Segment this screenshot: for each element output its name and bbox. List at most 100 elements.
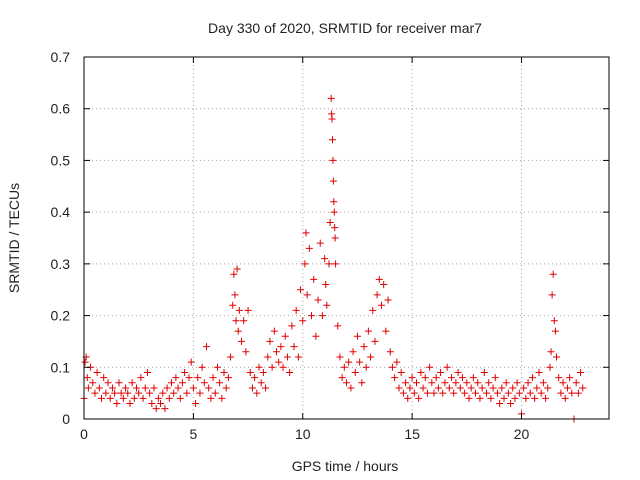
data-point — [358, 379, 366, 387]
data-point — [345, 358, 353, 366]
data-point — [273, 348, 280, 356]
data-point — [200, 379, 208, 387]
data-point — [322, 281, 330, 289]
data-point — [294, 353, 302, 361]
data-point — [229, 301, 237, 309]
data-point — [542, 394, 550, 402]
data-point — [551, 327, 559, 335]
data-point — [349, 348, 357, 356]
data-point — [391, 374, 399, 382]
data-point — [246, 368, 254, 376]
data-point — [454, 368, 462, 376]
data-point — [165, 394, 173, 402]
data-point — [332, 260, 340, 268]
data-point — [268, 363, 276, 371]
data-point — [187, 358, 195, 366]
data-point — [310, 275, 318, 283]
data-point — [316, 239, 324, 247]
data-point — [240, 317, 248, 325]
data-point — [426, 363, 434, 371]
data-point — [303, 291, 311, 299]
data-point — [395, 384, 403, 392]
data-point — [415, 394, 423, 402]
data-point — [410, 389, 418, 397]
data-point — [119, 394, 127, 402]
data-point — [369, 306, 377, 314]
data-point — [248, 384, 256, 392]
data-point — [421, 374, 429, 382]
data-point — [216, 379, 224, 387]
data-point — [362, 363, 370, 371]
data-point — [139, 394, 147, 402]
data-point — [487, 394, 495, 402]
data-point — [146, 389, 154, 397]
data-point — [81, 358, 89, 366]
plot-frame — [83, 56, 610, 420]
data-point — [224, 374, 232, 382]
data-point — [579, 384, 587, 392]
data-point — [546, 363, 554, 371]
data-point — [380, 281, 388, 289]
data-point — [181, 368, 189, 376]
data-point — [472, 389, 480, 397]
data-point — [288, 322, 296, 330]
data-point — [148, 399, 156, 407]
y-tick-label: 0 — [62, 411, 70, 427]
grid-lines — [84, 57, 609, 419]
data-point — [437, 368, 445, 376]
data-point — [170, 389, 178, 397]
data-point — [172, 374, 180, 382]
data-point — [113, 399, 121, 407]
data-point — [439, 389, 447, 397]
data-point — [277, 343, 285, 351]
data-point — [448, 374, 455, 382]
data-point — [262, 384, 270, 392]
data-point — [205, 384, 213, 392]
data-point — [168, 379, 175, 387]
data-point — [230, 270, 238, 278]
data-point — [257, 379, 265, 387]
data-point — [301, 260, 309, 268]
data-point — [524, 379, 532, 387]
data-point — [445, 384, 453, 392]
data-point — [218, 394, 226, 402]
data-point — [297, 286, 305, 294]
data-point — [302, 229, 310, 237]
data-point — [491, 374, 499, 382]
data-point — [220, 368, 228, 376]
data-point — [375, 275, 383, 283]
data-point — [539, 379, 547, 387]
data-point — [161, 405, 169, 413]
data-point — [402, 379, 410, 387]
y-tick-label: 0.5 — [51, 152, 71, 168]
data-point — [465, 394, 473, 402]
data-point — [174, 384, 182, 392]
data-point — [417, 368, 425, 376]
data-point — [231, 291, 239, 299]
data-point — [408, 374, 416, 382]
data-point — [371, 337, 379, 345]
data-point — [533, 384, 541, 392]
data-point — [469, 374, 477, 382]
y-tick-label: 0.3 — [51, 256, 71, 272]
data-point — [152, 405, 160, 413]
data-point — [98, 394, 105, 402]
y-tick-label: 0.2 — [51, 308, 71, 324]
data-point — [397, 368, 405, 376]
data-point — [329, 177, 337, 185]
data-point — [141, 384, 149, 392]
data-point — [106, 394, 114, 402]
data-point — [566, 374, 574, 382]
data-point — [122, 384, 130, 392]
data-point — [286, 368, 294, 376]
data-point — [443, 363, 451, 371]
data-point — [476, 394, 484, 402]
data-point — [209, 374, 217, 382]
data-point — [553, 353, 560, 361]
data-point — [515, 389, 523, 397]
data-point — [89, 379, 97, 387]
data-point — [557, 389, 565, 397]
data-point — [196, 389, 204, 397]
x-tick-label: 20 — [514, 426, 530, 442]
data-point — [430, 389, 438, 397]
